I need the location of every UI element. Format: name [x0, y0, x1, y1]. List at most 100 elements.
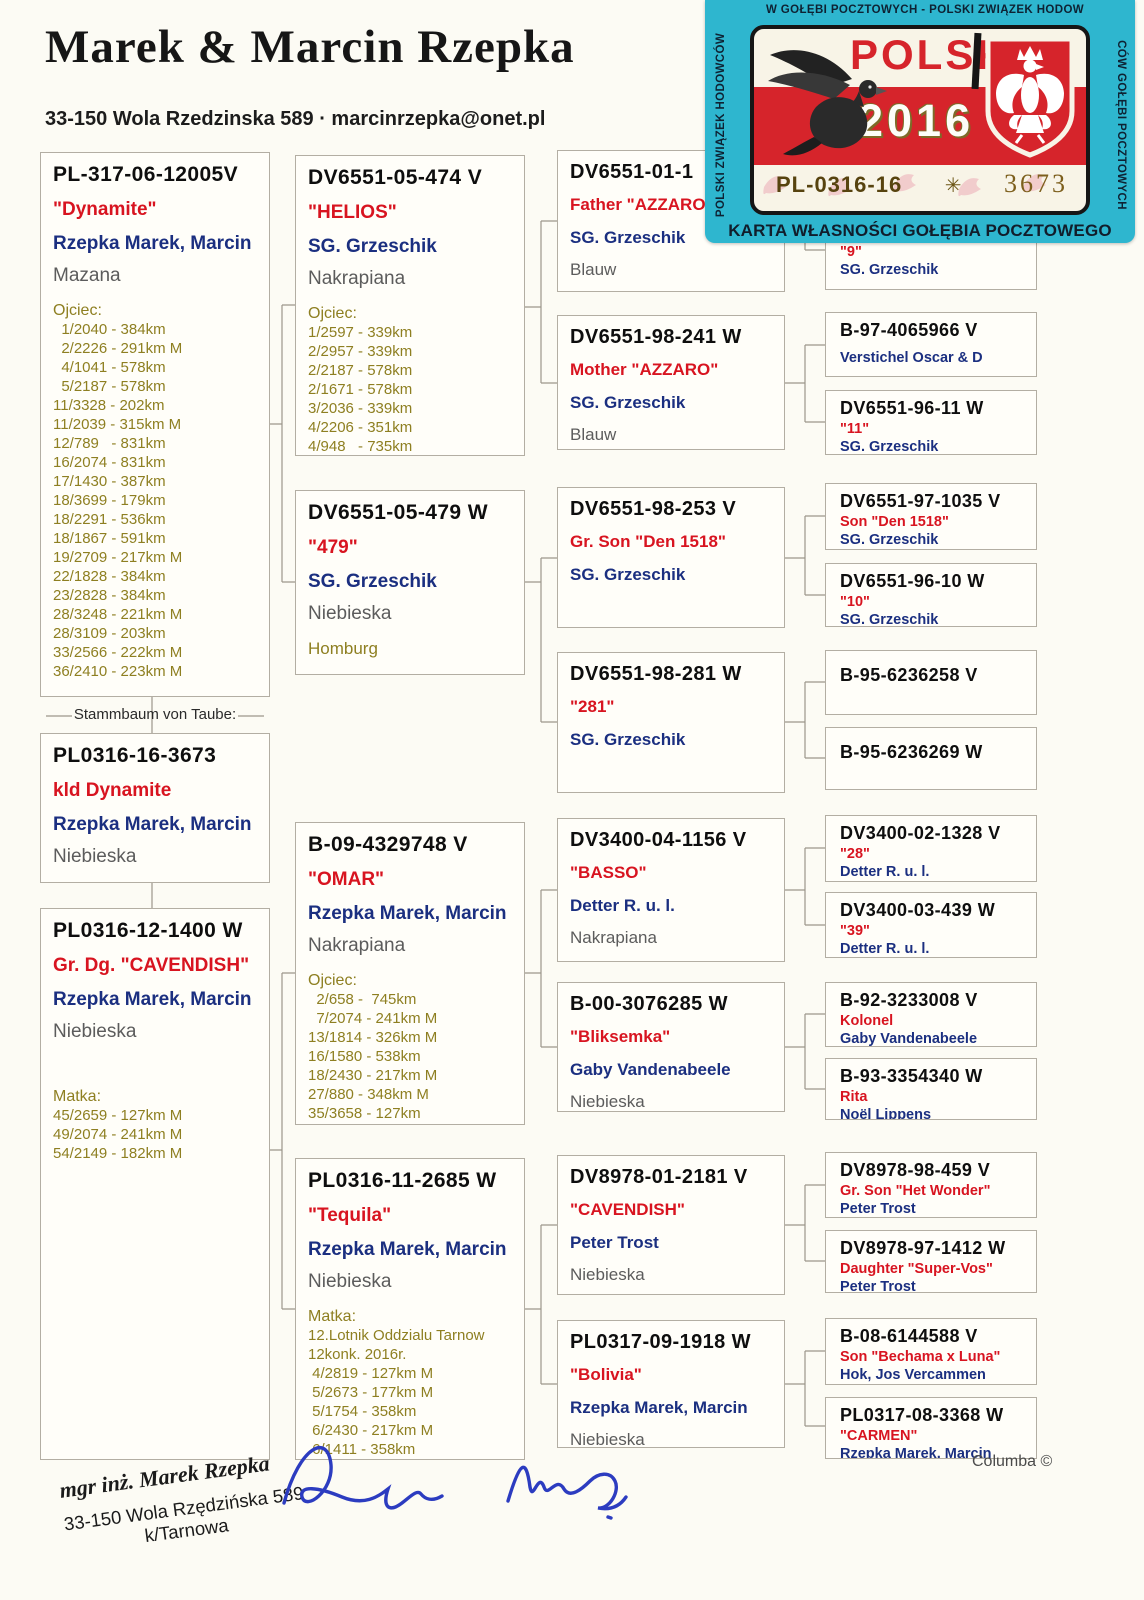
results-list: 2/658 - 745km 7/2074 - 241km M 13/1814 -…: [308, 991, 438, 1122]
owner-name: Detter R. u. l.: [570, 896, 675, 915]
pigeon-name: "BASSO": [570, 863, 647, 882]
results-list: 45/2659 - 127km M 49/2074 - 241km M 54/2…: [53, 1107, 183, 1162]
pigeon-color: Mazana: [53, 265, 121, 286]
ring-number: B-08-6144588 V: [840, 1326, 978, 1346]
pigeon-name: kld Dynamite: [53, 780, 172, 801]
owner-name: SG. Grzeschik: [570, 393, 686, 412]
pigeon-color: Niebieska: [570, 1092, 645, 1111]
pigeon-color: Niebieska: [308, 603, 392, 624]
pedigree-box-subject: PL0316-16-3673 kld Dynamite Rzepka Marek…: [40, 733, 270, 883]
owner-name: Hok, Jos Vercammen: [840, 1367, 986, 1383]
owner-name: Rzepka Marek, Marcin: [53, 233, 252, 254]
pedigree-box-granddam-2: PL0316-11-2685 W "Tequila" Rzepka Marek,…: [295, 1158, 525, 1460]
owner-name: SG. Grzeschik: [840, 532, 939, 548]
pedigree-box-grandsire-2: B-09-4329748 V "OMAR" Rzepka Marek, Marc…: [295, 822, 525, 1125]
ring-number: B-95-6236258 V: [840, 665, 978, 685]
owner-name: Rzepka Marek, Marcin: [840, 1446, 992, 1459]
pedigree-box-d7: B-95-6236269 W: [825, 727, 1037, 790]
pigeon-color: Blauw: [570, 260, 617, 279]
pigeon-name: "CARMEN": [840, 1428, 918, 1444]
pigeon-color: Niebieska: [53, 1021, 137, 1042]
pedigree-box-d8: DV3400-02-1328 V "28" Detter R. u. l.: [825, 815, 1037, 882]
ring-number: DV6551-05-479 W: [308, 501, 488, 524]
results-label: Matka:: [53, 1088, 102, 1105]
pigeon-name: Father "AZZARO: [570, 195, 706, 214]
pigeon-name: "HELIOS": [308, 202, 397, 223]
ring-number: B-97-4065966 V: [840, 320, 978, 340]
sticker-serial-number: 3673: [1003, 169, 1068, 198]
owner-name: Peter Trost: [840, 1279, 916, 1293]
breeder-address: 33-150 Wola Rzedzinska 589 · marcinrzepk…: [45, 108, 546, 130]
ring-number: B-00-3076285 W: [570, 993, 728, 1015]
sticker-border-text-right: CÓW GOŁĘBI POCZTOWYCH: [1115, 40, 1127, 210]
star-icon: ✳: [944, 175, 962, 197]
owner-name: SG. Grzeschik: [308, 236, 437, 257]
ring-number: DV6551-98-281 W: [570, 663, 742, 685]
pigeon-name: "11": [840, 421, 870, 437]
pigeon-color: Blauw: [570, 425, 617, 444]
pigeon-note: Homburg: [308, 639, 378, 658]
owner-name: Detter R. u. l.: [840, 941, 930, 957]
owner-name: SG. Grzeschik: [308, 571, 437, 592]
pedigree-box-c6: B-00-3076285 W "Bliksemka" Gaby Vandenab…: [557, 982, 785, 1112]
pigeon-color: Niebieska: [308, 1271, 392, 1292]
results-label: Matka:: [308, 1308, 357, 1325]
owner-name: SG. Grzeschik: [840, 612, 939, 627]
pedigree-box-grandsire-1: DV6551-05-474 V "HELIOS" SG. Grzeschik N…: [295, 155, 525, 456]
pigeon-name: "281": [570, 697, 615, 716]
pigeon-name: Gr. Son "Het Wonder": [840, 1183, 991, 1199]
owner-name: Rzepka Marek, Marcin: [308, 1239, 507, 1260]
pedigree-box-c8: PL0317-09-1918 W "Bolivia" Rzepka Marek,…: [557, 1320, 785, 1448]
pigeon-name: Kolonel: [840, 1013, 894, 1029]
doves-pattern: [763, 174, 1046, 197]
pigeon-name: "OMAR": [308, 869, 385, 890]
pedigree-box-father: PL-317-06-12005V "Dynamite" Rzepka Marek…: [40, 152, 270, 697]
pedigree-box-d3: DV6551-96-11 W "11" SG. Grzeschik: [825, 390, 1037, 455]
ownership-card-sticker: W GOŁĘBI POCZTOWYCH - POLSKI ZWIĄZEK HOD…: [705, 0, 1135, 243]
pigeon-name: "Tequila": [308, 1205, 392, 1226]
owner-name: Rzepka Marek, Marcin: [570, 1398, 748, 1417]
owner-name: Detter R. u. l.: [840, 864, 930, 880]
pigeon-name: Gr. Son "Den 1518": [570, 532, 726, 551]
pedigree-box-d6: B-95-6236258 V: [825, 650, 1037, 715]
pigeon-name: "479": [308, 537, 358, 558]
owner-name: Verstichel Oscar & D: [840, 350, 983, 366]
owner-name: Rzepka Marek, Marcin: [308, 903, 507, 924]
results-label: Ojciec:: [308, 972, 357, 989]
pedigree-box-d4: DV6551-97-1035 V Son "Den 1518" SG. Grze…: [825, 483, 1037, 550]
ring-number: DV6551-97-1035 V: [840, 491, 1001, 511]
sticker-year: 2016: [858, 95, 975, 146]
pigeon-name: Mother "AZZARO": [570, 360, 719, 379]
ring-number: PL0317-09-1918 W: [570, 1331, 751, 1353]
ring-number: DV6551-98-253 V: [570, 498, 737, 520]
pigeon-color: Niebieska: [570, 1430, 645, 1448]
pigeon-name: "9": [840, 244, 862, 260]
ring-number: DV6551-05-474 V: [308, 166, 483, 189]
pigeon-name: Son "Den 1518": [840, 514, 949, 530]
sticker-border-text-top: W GOŁĘBI POCZTOWYCH - POLSKI ZWIĄZEK HOD…: [765, 4, 1085, 16]
pedigree-box-c7: DV8978-01-2181 V "CAVENDISH" Peter Trost…: [557, 1155, 785, 1295]
pedigree-box-d13: DV8978-97-1412 W Daughter "Super-Vos" Pe…: [825, 1230, 1037, 1293]
owner-name: Peter Trost: [840, 1201, 916, 1217]
ring-number: DV6551-96-11 W: [840, 398, 984, 418]
ring-number: DV6551-98-241 W: [570, 326, 742, 348]
pigeon-color: Nakrapiana: [570, 928, 657, 947]
owner-name: Noël Lippens: [840, 1107, 932, 1120]
eagle-emblem: [985, 36, 1075, 158]
ring-number: B-95-6236269 W: [840, 742, 983, 762]
ring-number: DV6551-01-1: [570, 161, 694, 183]
pigeon-name: "Dynamite": [53, 199, 157, 220]
flag-pole-mark: [971, 32, 982, 90]
pigeon-name: "Bliksemka": [570, 1027, 671, 1046]
owner-name: SG. Grzeschik: [840, 262, 939, 278]
pedigree-box-d5: DV6551-96-10 W "10" SG. Grzeschik: [825, 563, 1037, 627]
handwritten-signature: [282, 1446, 628, 1520]
pedigree-box-granddam-1: DV6551-05-479 W "479" SG. Grzeschik Nieb…: [295, 490, 525, 675]
results-list: 1/2597 - 339km 2/2957 - 339km 2/2187 - 5…: [308, 324, 413, 455]
pedigree-box-c3: DV6551-98-253 V Gr. Son "Den 1518" SG. G…: [557, 487, 785, 628]
sticker-ring-line: PL-0316-16 ✳ 3673: [776, 169, 1068, 199]
owner-name: Peter Trost: [570, 1233, 659, 1252]
ring-number: PL0317-08-3368 W: [840, 1405, 1004, 1425]
